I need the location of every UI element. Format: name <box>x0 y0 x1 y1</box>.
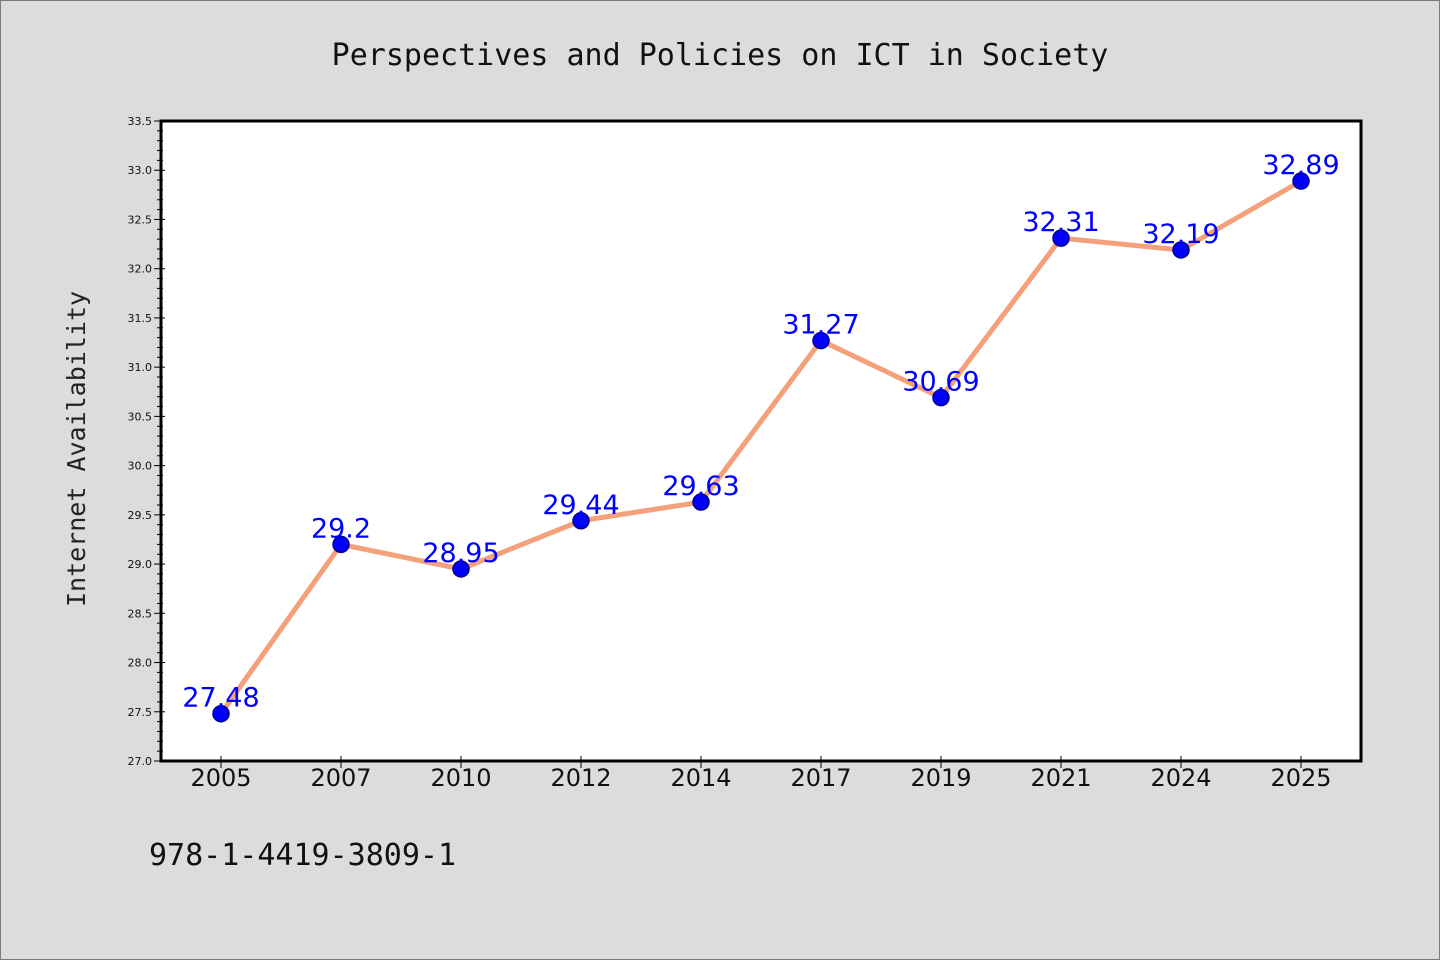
x-tick-label: 2012 <box>550 764 611 792</box>
data-label: 29.63 <box>662 471 739 502</box>
y-tick-label: 29.5 <box>128 509 153 522</box>
isbn-label: 978-1-4419-3809-1 <box>149 838 456 873</box>
y-tick-label: 27.0 <box>128 755 153 768</box>
data-point <box>932 388 950 407</box>
data-label: 30.69 <box>902 367 979 398</box>
data-labels: 27.48 29.2 28.95 29.44 29.63 31.27 30.69 32.31 3… <box>182 150 1339 714</box>
x-tick-label: 2014 <box>670 764 731 792</box>
y-tick-label: 31.5 <box>128 312 153 325</box>
x-axis: 2005 2007 2010 2012 2014 2017 2019 2021 2024 2025 <box>190 756 1332 792</box>
y-tick-label: 27.5 <box>128 706 153 719</box>
series-layer <box>212 172 1310 723</box>
data-label: 29.2 <box>311 513 371 544</box>
y-tick-label: 30.0 <box>128 460 153 473</box>
chart-title: Perspectives and Policies on ICT in Soci… <box>332 38 1109 73</box>
data-point <box>332 535 350 554</box>
data-point <box>572 512 590 530</box>
data-label: 29.44 <box>542 490 619 521</box>
data-point <box>692 493 710 511</box>
data-label: 31.27 <box>782 310 859 341</box>
data-label: 32.89 <box>1262 150 1339 181</box>
data-point <box>812 331 830 350</box>
y-tick-label: 32.0 <box>128 263 153 276</box>
data-point <box>1172 241 1190 259</box>
plot-frame <box>159 119 1363 763</box>
y-tick-label: 31.0 <box>128 361 153 374</box>
x-tick-label: 2021 <box>1030 764 1091 792</box>
data-label: 28.95 <box>422 538 499 569</box>
y-tick-label: 33.5 <box>128 115 153 128</box>
y-tick-label: 33.0 <box>128 164 153 177</box>
y-tick-label: 32.5 <box>128 213 153 226</box>
data-point <box>1052 229 1070 247</box>
y-axis: 27.0 27.5 28.0 28.5 29.0 29.5 30.0 30.5 31.0 31.5… <box>128 115 165 768</box>
y-tick-label: 30.5 <box>128 410 153 423</box>
data-label: 27.48 <box>182 683 259 714</box>
series-line <box>218 178 1304 717</box>
x-tick-label: 2025 <box>1270 764 1331 792</box>
x-tick-label: 2019 <box>910 764 971 792</box>
y-axis-label: Internet Availability <box>62 291 91 607</box>
y-tick-label: 28.5 <box>128 607 153 620</box>
x-tick-label: 2005 <box>190 764 251 792</box>
y-tick-label: 29.0 <box>128 558 153 571</box>
data-label: 32.19 <box>1142 219 1219 250</box>
x-tick-label: 2007 <box>310 764 371 792</box>
data-label: 32.31 <box>1022 207 1099 238</box>
plot-area <box>161 121 1361 761</box>
x-tick-label: 2024 <box>1150 764 1211 792</box>
data-point <box>452 560 470 578</box>
data-point <box>1292 172 1310 190</box>
x-tick-label: 2010 <box>430 764 491 792</box>
y-tick-label: 28.0 <box>128 657 153 670</box>
data-point <box>212 704 230 723</box>
x-tick-label: 2017 <box>790 764 851 792</box>
